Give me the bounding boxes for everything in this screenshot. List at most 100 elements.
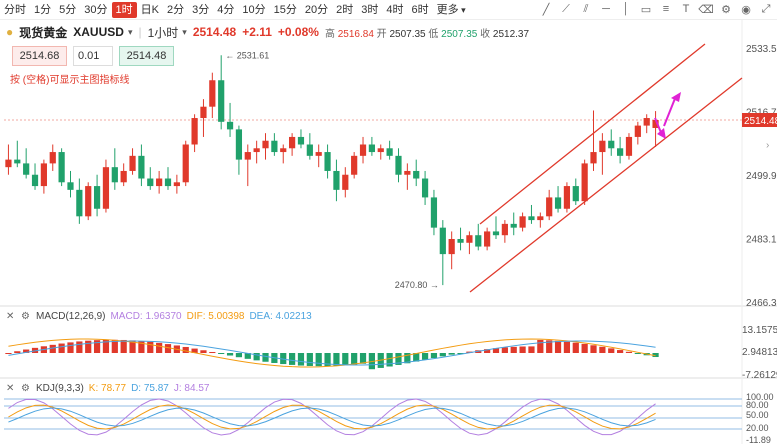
fib-tool-icon[interactable]: ≡	[662, 3, 670, 15]
candle-body	[510, 223, 517, 228]
timeframe-tab[interactable]: 2时	[336, 3, 354, 16]
timeframe-tab[interactable]: 3分	[192, 3, 210, 16]
candle-body	[226, 121, 234, 130]
timeframe-tab[interactable]: 15分	[273, 3, 297, 16]
macd-bar	[599, 346, 606, 353]
macd-bar	[129, 340, 136, 353]
candle-body	[191, 118, 198, 145]
candle-body	[484, 231, 491, 247]
candle-body	[466, 235, 473, 243]
candle-body	[156, 178, 163, 187]
macd-bar	[138, 340, 145, 353]
macd-bar	[634, 353, 641, 354]
dif-line	[8, 338, 656, 368]
timeframe-tab[interactable]: 20分	[304, 3, 329, 16]
candle-body	[324, 152, 331, 171]
macd-bar	[351, 353, 358, 365]
macd-bar	[191, 348, 198, 353]
timeframe-tab[interactable]: 1时	[111, 1, 137, 18]
candle-body	[608, 140, 615, 149]
candle-body	[634, 125, 641, 137]
symbol-name[interactable]: 现货黄金	[19, 25, 68, 40]
arrow-head	[657, 128, 666, 139]
macd-bar	[93, 340, 101, 353]
timeframe-tab[interactable]: 1分	[34, 3, 52, 16]
candle-body	[271, 140, 278, 153]
candle-body	[93, 186, 101, 209]
macd-axis-label: 2.94813	[742, 347, 777, 358]
kdj-legend: ✕ ⚙ KDJ(9,3,3) K: 78.77 D: 75.87 J: 84.5…	[6, 383, 209, 394]
parallel-channel-icon[interactable]: ⫽	[583, 2, 589, 15]
horizontal-line-icon[interactable]: ─	[602, 3, 610, 15]
low-label: 低	[428, 28, 439, 40]
kdj-axis-label: 100.00	[746, 392, 774, 402]
macd-bar	[528, 346, 535, 353]
timeframe-tab[interactable]: 5分	[59, 3, 77, 16]
macd-bar	[404, 353, 411, 364]
macd-bar	[182, 346, 189, 353]
timeframe-tab[interactable]: 30分	[84, 3, 108, 16]
high-annotation: ← 2531.61	[225, 50, 269, 60]
timeframe-tab[interactable]: 分时	[4, 3, 26, 16]
symbol-row: ● 现货黄金 XAUUSD ▾ | 1小时 ▾ 2514.48 +2.11 +0…	[6, 23, 529, 41]
d-line	[8, 407, 656, 427]
candle-body	[138, 155, 145, 179]
candle-body	[475, 235, 482, 247]
k-value: K: 78.77	[88, 383, 127, 394]
close-indicator-icon[interactable]: ✕	[6, 310, 15, 322]
timeframe-tab[interactable]: 更多	[433, 2, 470, 18]
timeframe-bar: 分时 1分 5分 30分 1时 日K 2分 3分 4分 10分 15分 20分 2时 3时 4时 6时 更多	[0, 0, 777, 20]
line-tool-icon[interactable]: ╱	[542, 3, 550, 16]
low-annotation: 2470.80 →	[395, 280, 439, 290]
timeframe-tab[interactable]: 6时	[411, 3, 429, 16]
divider: |	[138, 25, 142, 39]
macd-bar	[102, 339, 110, 353]
price-axis-label: 2483.13	[746, 235, 777, 246]
timeframe-tab[interactable]: 10分	[242, 3, 266, 16]
macd-bar	[492, 348, 500, 353]
rectangle-tool-icon[interactable]: ▭	[640, 3, 652, 16]
period-select[interactable]: 1小时	[147, 25, 179, 40]
candle-body	[253, 148, 260, 153]
symbol-code[interactable]: XAUUSD	[73, 25, 124, 39]
macd-bar	[164, 344, 172, 353]
period-dropdown-icon[interactable]: ▾	[182, 26, 187, 37]
indicator-settings-icon[interactable]: ⚙	[21, 310, 30, 322]
text-tool-icon[interactable]: T	[682, 3, 690, 15]
macd-bar	[510, 346, 517, 353]
macd-bar	[484, 349, 491, 353]
settings-icon[interactable]: ⚙	[721, 3, 731, 16]
indicator-settings-icon[interactable]: ⚙	[21, 382, 30, 394]
high-label: 高	[324, 28, 335, 40]
open-value: 2507.35	[389, 28, 426, 40]
delete-drawings-icon[interactable]: ⌫	[698, 3, 714, 16]
candle-body	[49, 152, 56, 164]
vertical-line-icon[interactable]: │	[622, 3, 630, 15]
candle-body	[306, 144, 313, 156]
close-indicator-icon[interactable]: ✕	[6, 382, 15, 394]
quantity-input[interactable]: 0.01	[73, 46, 113, 66]
indicator-hint: 按 (空格)可显示主图指标线	[10, 75, 130, 86]
price-tag-label: 2514.48	[744, 116, 777, 127]
macd-bar	[218, 353, 225, 354]
candle-body	[289, 136, 296, 149]
candle-body	[164, 178, 172, 187]
symbol-dropdown-icon[interactable]: ▾	[127, 26, 133, 37]
sell-button[interactable]: 2514.68	[12, 46, 67, 66]
ray-tool-icon[interactable]: ⟋	[562, 2, 570, 15]
timeframe-tab[interactable]: 3时	[361, 3, 379, 16]
visibility-icon[interactable]: ◉	[741, 3, 751, 16]
price-axis-label: 2466.33	[746, 298, 777, 309]
arrow-head	[671, 92, 681, 102]
timeframe-tab[interactable]: 4分	[217, 3, 235, 16]
candle-body	[333, 170, 340, 190]
timeframe-tab[interactable]: 日K	[140, 3, 159, 16]
timeframe-tab[interactable]: 4时	[386, 3, 404, 16]
fullscreen-icon[interactable]: ⤢	[761, 2, 771, 15]
candle-body	[315, 152, 322, 156]
candle-body	[581, 163, 588, 202]
high-value: 2516.84	[337, 28, 374, 40]
timeframe-tab[interactable]: 2分	[166, 3, 185, 16]
buy-button[interactable]: 2514.48	[119, 46, 174, 66]
